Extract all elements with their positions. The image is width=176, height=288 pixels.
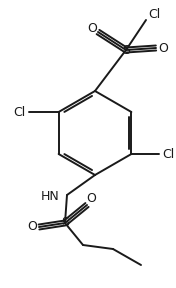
- Text: S: S: [122, 43, 130, 56]
- Text: Cl: Cl: [14, 105, 26, 118]
- Text: O: O: [158, 41, 168, 54]
- Text: Cl: Cl: [162, 147, 174, 160]
- Text: Cl: Cl: [148, 7, 160, 20]
- Text: O: O: [27, 221, 37, 234]
- Text: O: O: [86, 192, 96, 206]
- Text: S: S: [61, 217, 69, 230]
- Text: HN: HN: [40, 190, 59, 204]
- Text: O: O: [87, 22, 97, 35]
